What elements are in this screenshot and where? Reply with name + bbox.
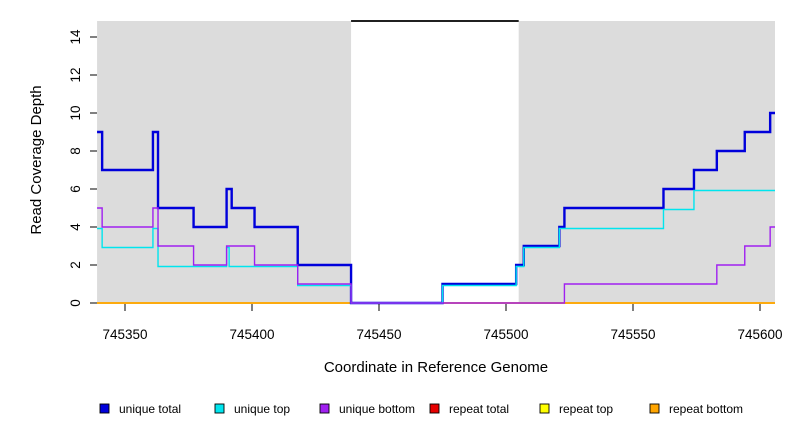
legend-swatch-repeat-top [539, 403, 550, 414]
y-tick-label: 4 [68, 223, 83, 231]
legend-label-unique-bottom: unique bottom [339, 402, 415, 416]
legend-swatch-repeat-total [429, 403, 440, 414]
legend-label-repeat-top: repeat top [559, 402, 613, 416]
legend-swatch-unique-bottom [319, 403, 330, 414]
legend-label-repeat-total: repeat total [449, 402, 509, 416]
coverage-band [518, 21, 775, 304]
y-tick-label: 14 [68, 29, 83, 45]
legend-swatch-unique-top [214, 403, 225, 414]
legend-label-unique-total: unique total [119, 402, 181, 416]
x-tick-label: 745450 [356, 327, 401, 342]
chart-generated-layer: 745350 745400 745450 745500 745550 745600 0 2 4 6… [68, 20, 783, 416]
x-axis-title: Coordinate in Reference Genome [324, 359, 548, 376]
coverage-band [97, 21, 352, 304]
x-tick-label: 745550 [610, 327, 655, 342]
y-tick-label: 0 [68, 299, 83, 307]
legend-swatch-unique-total [99, 403, 110, 414]
y-tick-label: 6 [68, 185, 83, 193]
y-tick-label: 8 [68, 147, 83, 155]
y-axis-title: Read Coverage Depth [28, 85, 45, 234]
legend-label-unique-top: unique top [234, 402, 290, 416]
y-tick-label: 10 [68, 105, 83, 120]
y-tick-label: 2 [68, 261, 83, 269]
x-tick-label: 745400 [229, 327, 274, 342]
legend-swatch-repeat-bottom [649, 403, 660, 414]
x-tick-label: 745600 [737, 327, 782, 342]
x-tick-label: 745500 [483, 327, 528, 342]
y-tick-label: 12 [68, 67, 83, 82]
series-line-unique-bottom [97, 207, 775, 304]
x-tick-label: 745350 [102, 327, 147, 342]
legend-label-repeat-bottom: repeat bottom [669, 402, 743, 416]
